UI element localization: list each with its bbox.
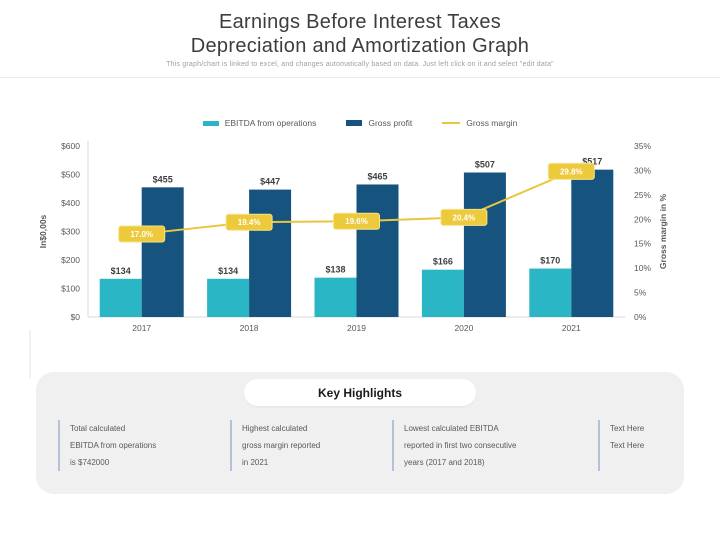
legend-label: EBITDA from operations <box>224 118 317 128</box>
bar-gross-profit <box>356 184 399 317</box>
decorative-divider <box>29 330 31 378</box>
bar-value-label: $166 <box>433 257 453 267</box>
bar-value-label: $447 <box>260 177 280 187</box>
margin-value-label: 20.4% <box>453 213 476 222</box>
legend-label: Gross profit <box>368 118 413 128</box>
right-axis-tick: 0% <box>634 312 647 322</box>
bar-gross-profit <box>141 187 184 317</box>
left-axis-tick: $300 <box>61 227 80 237</box>
bar-ebitda-from-operations <box>421 269 464 317</box>
bar-gross-profit <box>463 172 506 317</box>
right-axis-tick: 5% <box>634 288 647 298</box>
x-axis-label: 2019 <box>347 323 366 333</box>
legend-label: Gross margin <box>466 118 518 128</box>
bar-value-label: $134 <box>111 266 131 276</box>
left-axis-tick: $400 <box>61 198 80 208</box>
margin-label-box <box>118 225 166 243</box>
highlight-item-1: Total calculated EBITDA from operations … <box>58 420 226 471</box>
margin-value-label: 19.6% <box>345 217 368 226</box>
x-axis-label: 2020 <box>454 323 473 333</box>
key-highlights-pill: Key Highlights <box>244 379 476 406</box>
right-axis-tick: 10% <box>634 263 651 273</box>
right-axis-tick: 35% <box>634 141 651 151</box>
bar-ebitda-from-operations <box>529 268 572 317</box>
bar-value-label: $455 <box>153 174 173 184</box>
margin-label-box <box>333 212 380 230</box>
x-axis-label: 2018 <box>240 323 259 333</box>
left-axis-tick: $0 <box>71 312 81 322</box>
x-axis-label: 2021 <box>562 323 581 333</box>
right-axis-tick: 15% <box>634 239 651 249</box>
bar-gross-profit <box>249 189 292 317</box>
bar-value-label: $465 <box>367 171 387 181</box>
left-axis-tick: $200 <box>61 255 80 265</box>
bar-gross-profit <box>571 169 614 317</box>
right-axis-tick: 20% <box>634 214 651 224</box>
right-axis-title: Gross margin in % <box>658 194 668 270</box>
margin-value-label: 19.4% <box>238 218 261 227</box>
left-axis-tick: $100 <box>61 284 80 294</box>
bar-ebitda-from-operations <box>314 277 357 317</box>
highlight-item-4: Text Here Text Here <box>598 420 664 471</box>
margin-label-box <box>547 162 595 180</box>
key-highlights-card: Key Highlights Total calculated EBITDA f… <box>36 372 684 494</box>
bar-ebitda-from-operations <box>207 278 250 317</box>
ebitda-chart[interactable]: $0 $100 $200 $300 $400 $500 $600 0% 5% 10% 15% 20% 2… <box>0 136 720 342</box>
bar-value-label: $170 <box>540 256 560 266</box>
highlight-item-2: Highest calculated gross margin reported… <box>230 420 388 471</box>
highlights-row: Total calculated EBITDA from operations … <box>36 406 684 471</box>
gross-margin-swatch-icon <box>442 122 461 124</box>
margin-value-label: 17.0% <box>130 230 153 239</box>
bar-ebitda-from-operations <box>99 278 142 317</box>
left-axis-tick: $500 <box>61 170 80 180</box>
chart-legend: EBITDA from operations Gross profit Gros… <box>0 118 720 128</box>
legend-item-gross-profit: Gross profit <box>346 118 412 128</box>
legend-item-gross-margin: Gross margin <box>442 118 517 128</box>
bar-value-label: $138 <box>325 265 345 275</box>
left-axis-tick: $600 <box>61 141 80 151</box>
page-title: Earnings Before Interest Taxes Depreciat… <box>190 11 530 57</box>
gross-profit-swatch-icon <box>346 120 363 126</box>
bar-value-label: $134 <box>218 266 238 276</box>
margin-label-box <box>225 213 273 231</box>
x-axis-label: 2017 <box>132 323 151 333</box>
margin-value-label: 29.8% <box>560 167 583 176</box>
bar-value-label: $517 <box>582 157 602 167</box>
bar-value-label: $507 <box>475 160 495 170</box>
margin-label-box <box>440 208 488 226</box>
header-divider <box>0 77 720 78</box>
right-axis-tick: 30% <box>634 165 651 175</box>
page-subtitle: This graph/chart is linked to excel, and… <box>166 61 554 68</box>
left-axis-title: In$0,00s <box>38 214 48 248</box>
right-axis-tick: 25% <box>634 190 651 200</box>
highlight-item-3: Lowest calculated EBITDA reported in fir… <box>392 420 594 471</box>
legend-item-ebitda: EBITDA from operations <box>202 118 317 128</box>
ebitda-swatch-icon <box>202 120 219 126</box>
